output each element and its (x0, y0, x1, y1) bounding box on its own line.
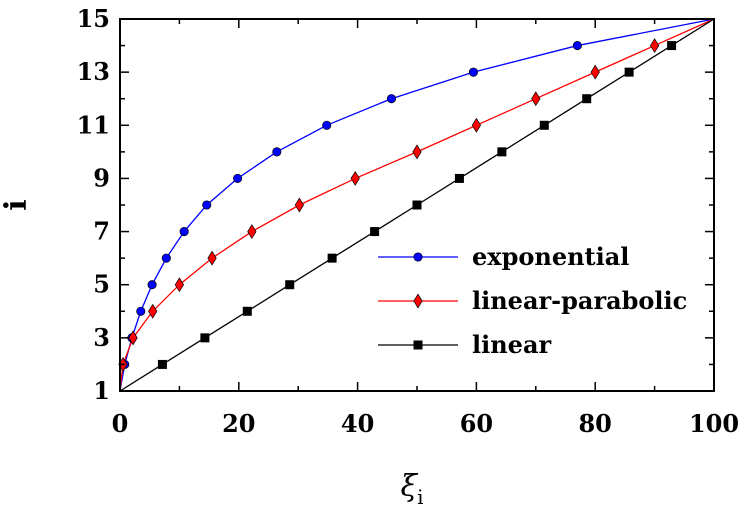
data-point-linear-13 (624, 67, 634, 77)
data-point-linear-5 (285, 280, 295, 290)
data-point-linear-7 (370, 227, 380, 237)
data-point-exponential-8 (202, 200, 212, 210)
legend-marker-linear-parabolic (413, 293, 423, 309)
y-tick-label: 13 (77, 57, 110, 86)
legend-label-linear-parabolic: linear-parabolic (472, 286, 687, 315)
data-point-linear-parabolic-5 (174, 277, 185, 293)
legend-item-linear: linear (378, 330, 552, 359)
data-point-exponential-10 (272, 147, 282, 157)
data-point-linear-parabolic-7 (247, 224, 257, 240)
legend-item-exponential: exponential (378, 242, 629, 271)
data-point-exponential-6 (161, 253, 171, 263)
x-tick-label: 20 (222, 409, 255, 438)
legend-label-linear: linear (472, 330, 552, 359)
data-point-linear-parabolic-8 (294, 197, 304, 213)
data-point-exponential-12 (386, 94, 397, 104)
data-point-exponential-7 (179, 227, 189, 237)
data-point-linear-9 (454, 173, 464, 183)
data-point-linear-10 (497, 147, 507, 157)
data-point-linear-parabolic-14 (649, 38, 660, 54)
y-tick-label: 5 (93, 270, 110, 299)
y-tick-label: 11 (77, 110, 110, 139)
x-axis-title-sub: i (417, 485, 423, 506)
y-tick-label: 9 (93, 163, 110, 192)
data-point-linear-14 (667, 41, 677, 51)
legend-marker-exponential (413, 252, 423, 262)
x-tick-label: 100 (689, 409, 739, 438)
data-point-exponential-13 (468, 67, 478, 77)
plot-layer (118, 18, 715, 392)
data-point-linear-parabolic-11 (471, 117, 482, 133)
y-tick-label: 7 (93, 217, 110, 246)
data-point-linear-11 (539, 120, 549, 130)
legend-marker-linear (413, 340, 423, 350)
data-point-linear-2 (157, 359, 167, 369)
y-tick-label: 15 (77, 4, 110, 33)
data-point-linear-parabolic-10 (412, 144, 422, 160)
legend: exponential linear-parabolic linear (378, 242, 687, 359)
x-tick-label: 40 (341, 409, 374, 438)
data-point-linear-parabolic-4 (148, 303, 158, 319)
x-axis-title: ξi (401, 469, 424, 506)
x-tick-label: 60 (460, 409, 493, 438)
legend-item-linear-parabolic: linear-parabolic (378, 286, 687, 315)
data-point-exponential-14 (572, 41, 582, 51)
data-point-linear-12 (582, 94, 592, 104)
x-tick-label: 80 (578, 409, 611, 438)
data-point-linear-parabolic-12 (531, 91, 541, 107)
data-point-linear-parabolic-6 (207, 250, 217, 266)
data-point-linear-parabolic-3 (128, 330, 138, 346)
y-tick-label: 1 (93, 376, 110, 405)
y-tick-label: 3 (93, 323, 110, 352)
legend-label-exponential: exponential (472, 242, 629, 271)
data-point-linear-8 (412, 200, 422, 210)
data-point-exponential-5 (147, 280, 157, 290)
data-point-exponential-4 (136, 306, 146, 316)
data-point-linear-6 (327, 253, 337, 263)
data-point-linear-parabolic-13 (590, 64, 600, 80)
series-linear-parabolic (118, 18, 715, 392)
data-point-exponential-11 (322, 120, 332, 130)
data-point-exponential-9 (233, 173, 243, 183)
data-point-linear-4 (242, 306, 252, 316)
series-linear (119, 18, 715, 392)
data-point-linear-3 (200, 333, 210, 343)
data-point-linear-parabolic-9 (350, 170, 360, 186)
x-axis-title-main: ξ (401, 469, 419, 504)
x-tick-label: 0 (112, 409, 129, 438)
y-axis-title: i (0, 199, 34, 210)
